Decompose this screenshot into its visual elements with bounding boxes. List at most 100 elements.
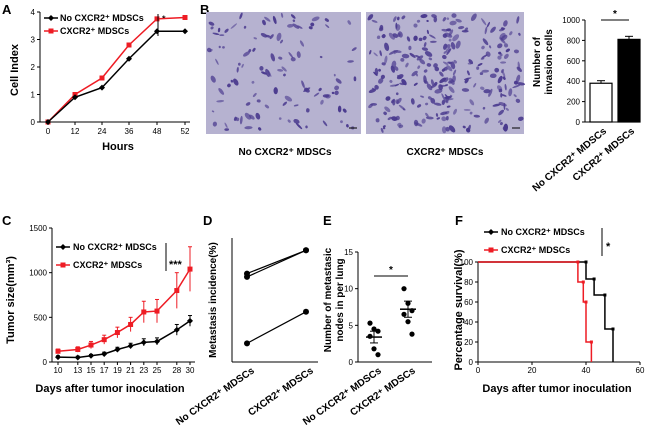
micrograph-cell <box>448 86 455 93</box>
micrograph-cell <box>452 75 456 83</box>
micrograph-cell <box>353 76 357 82</box>
micrograph-cell <box>423 42 427 47</box>
micrograph-cell <box>442 54 447 60</box>
micrograph-cell <box>500 68 505 74</box>
c-ytick-label: 500 <box>34 313 48 322</box>
b-ytick-label: 600 <box>567 57 581 66</box>
micrograph-cell <box>230 23 238 29</box>
micrograph-cell <box>444 84 449 87</box>
micrograph-cell <box>255 112 261 120</box>
micrograph-cell <box>278 117 282 120</box>
micrograph-cell <box>504 83 507 91</box>
micrograph-cell <box>370 103 378 106</box>
micrograph-cell <box>423 75 427 84</box>
f-censor-mark <box>603 293 607 297</box>
e-point <box>409 331 415 337</box>
micrograph-cell <box>441 126 447 134</box>
micrograph-cell <box>383 111 387 116</box>
c-xtick-label: 28 <box>172 366 181 375</box>
micrograph-cell <box>483 89 491 94</box>
f-xtick-label: 60 <box>636 366 645 375</box>
micrograph-cell <box>504 43 509 48</box>
micrograph-cell <box>292 23 300 29</box>
micrograph-cell <box>501 94 507 97</box>
micrograph-cell <box>408 45 412 51</box>
f-ytick-label: 20 <box>464 338 473 347</box>
micrograph-cell <box>216 100 225 103</box>
micrograph-cell <box>413 23 418 28</box>
micrograph-cell <box>455 18 462 23</box>
micrograph-cell <box>283 73 286 77</box>
micrograph-cell <box>435 113 439 117</box>
micrograph-cell <box>420 14 428 19</box>
micrograph-cell <box>467 124 471 132</box>
micrograph-cell <box>392 33 399 38</box>
micrograph-cell <box>450 42 456 50</box>
d-pair-line <box>246 311 307 344</box>
micrograph-cell <box>426 83 433 91</box>
f-censor-mark <box>589 340 593 344</box>
micrograph-cell <box>258 127 262 131</box>
micrograph-cell <box>395 22 398 29</box>
micrograph-cell <box>501 27 505 31</box>
f-xtick-label: 0 <box>476 366 481 375</box>
b-bar <box>617 38 641 123</box>
micrograph-cell <box>413 82 418 86</box>
micrograph-cell <box>233 78 239 86</box>
micrograph-cell <box>241 63 244 68</box>
micrograph-cell <box>497 75 503 84</box>
panel-label-b: B <box>200 2 209 17</box>
micrograph-cell <box>473 114 481 118</box>
micrograph-cell <box>430 79 435 86</box>
micrograph-cell <box>371 19 378 23</box>
micrograph-cell <box>473 83 477 88</box>
micrograph-cell <box>481 69 490 73</box>
f-ylabel: Percentage survival(%) <box>453 249 465 370</box>
a-point <box>72 94 78 101</box>
micrograph-cell <box>518 32 521 36</box>
c-xlabel: Days after tumor inoculation <box>35 383 184 395</box>
c-point <box>55 354 61 361</box>
d-point <box>303 308 309 315</box>
micrograph-cell <box>218 45 221 49</box>
micrograph-cell <box>401 15 406 20</box>
micrograph-cell <box>261 71 268 75</box>
e-point <box>401 286 407 292</box>
micrograph-cell <box>494 67 500 73</box>
micrograph-cell <box>244 112 252 120</box>
micrograph-cell <box>423 69 428 73</box>
micrograph-cell <box>265 68 271 77</box>
micrograph-cell <box>287 23 294 28</box>
a-point <box>126 55 132 62</box>
c-ytick-label: 1500 <box>29 224 47 233</box>
micrograph-cell <box>477 63 483 67</box>
micrograph-cell <box>237 62 241 66</box>
c-point <box>174 288 180 294</box>
micrograph-cell <box>441 116 447 122</box>
a-series-line-1 <box>47 16 186 123</box>
b-ytick-label: 800 <box>567 36 581 45</box>
e-ylabel-line2: nodes in per lung <box>335 258 346 341</box>
micrograph-cell <box>396 74 404 80</box>
a-xtick-label: 12 <box>71 127 80 136</box>
f-legend-no-marker <box>488 229 494 235</box>
micrograph-cell <box>445 28 451 31</box>
micrograph-cell <box>382 126 386 130</box>
f-survival-curve-1 <box>478 261 593 362</box>
micrograph-cell <box>421 118 426 124</box>
micrograph-cell <box>446 105 451 108</box>
micrograph-cell <box>378 27 384 32</box>
micrograph-cell <box>416 19 421 23</box>
micrograph-cell <box>433 16 438 23</box>
micrograph-cell <box>219 34 225 37</box>
micrograph-cell <box>436 117 440 120</box>
micrograph-cell <box>449 94 453 97</box>
micrograph-cell <box>270 53 276 62</box>
micrograph-cell <box>227 83 231 88</box>
micrograph-cell <box>262 19 266 26</box>
d-ylabel: Metastasis incidence(%) <box>208 242 219 358</box>
micrograph-cell <box>395 99 399 104</box>
micrograph-cell <box>340 120 343 124</box>
micrograph-cell <box>443 50 448 54</box>
c-xtick-label: 30 <box>186 366 195 375</box>
